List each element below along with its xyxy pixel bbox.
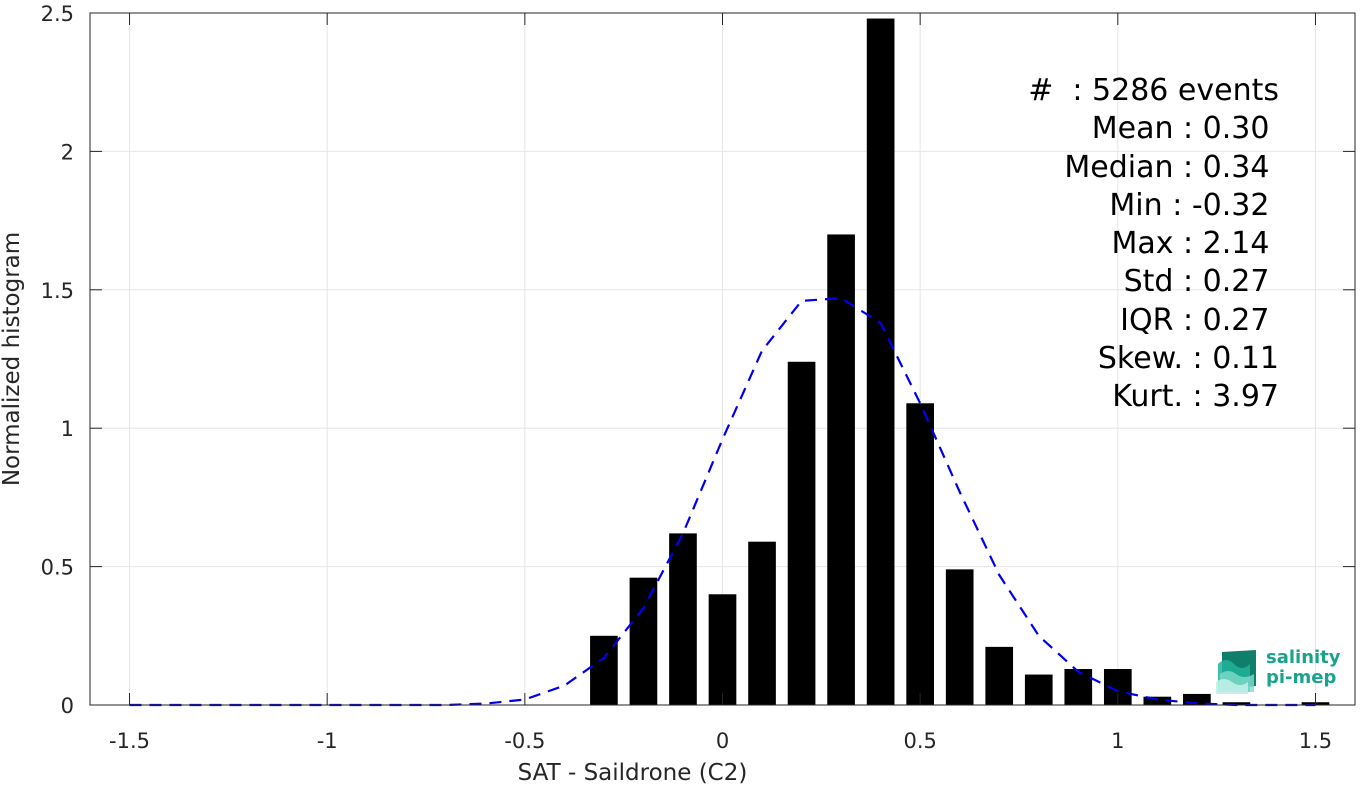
- x-tick-label: -1: [317, 729, 338, 753]
- x-tick-label: 1.5: [1299, 729, 1332, 753]
- histogram-bar: [590, 635, 618, 705]
- wave-logo-icon: [1216, 650, 1256, 694]
- histogram-bar: [1183, 693, 1211, 705]
- stat-kurt: Kurt. : 3.97: [1112, 379, 1279, 415]
- y-tick-label: 1: [61, 417, 74, 441]
- histogram-bar: [906, 403, 934, 705]
- histogram-bar: [985, 646, 1014, 705]
- normal-fit-curve: [129, 296, 1316, 707]
- stat-min: Min : -0.32: [1109, 187, 1279, 223]
- statistics-panel: # : 5286 events Mean : 0.30 Median : 0.3…: [1028, 72, 1279, 417]
- stat-mean: Mean : 0.30: [1091, 111, 1279, 147]
- y-tick-label: 1.5: [41, 279, 74, 303]
- histogram-bar: [827, 234, 855, 705]
- y-tick-labels: 0 0.5 1 1.5 2 2.5: [41, 2, 74, 718]
- x-tick-label: 1: [1111, 729, 1124, 753]
- x-tick-label: 0: [716, 729, 729, 753]
- stat-skew: Skew. : 0.11: [1097, 341, 1279, 377]
- stat-count: # : 5286 events: [1028, 73, 1279, 108]
- histogram-bar: [866, 18, 895, 705]
- stat-median: Median : 0.34: [1064, 149, 1279, 185]
- histogram-bar: [1024, 674, 1053, 705]
- histogram-bar: [1143, 696, 1172, 705]
- stat-max: Max : 2.14: [1111, 226, 1279, 262]
- histogram-bar: [1222, 702, 1251, 705]
- axis-ticks: [90, 12, 1355, 706]
- histogram-bar: [629, 577, 658, 705]
- stat-std: Std : 0.27: [1123, 264, 1279, 300]
- x-tick-label: -1.5: [109, 729, 150, 753]
- y-tick-label: 0: [61, 694, 74, 718]
- y-axis-label: Normalized histogram: [0, 232, 25, 486]
- histogram-bar: [787, 361, 816, 705]
- histogram-bars: [590, 18, 1330, 705]
- x-axis-label: SAT - Saildrone (C2): [518, 760, 748, 785]
- histogram-bar: [1064, 669, 1093, 705]
- histogram-bar: [945, 569, 974, 705]
- salinity-pi-mep-logo: salinity pi-mep: [1216, 646, 1346, 694]
- logo-line-2: pi-mep: [1266, 667, 1337, 688]
- x-tick-labels: -1.5 -1 -0.5 0 0.5 1 1.5: [109, 729, 1332, 753]
- y-tick-label: 2: [61, 140, 74, 164]
- x-tick-label: -0.5: [504, 729, 545, 753]
- histogram-bar: [748, 541, 776, 705]
- stat-iqr: IQR : 0.27: [1120, 302, 1279, 338]
- logo-line-1: salinity: [1266, 647, 1341, 668]
- histogram-bar: [669, 533, 697, 705]
- y-tick-label: 2.5: [41, 2, 74, 26]
- x-tick-label: 0.5: [903, 729, 936, 753]
- histogram-bar: [708, 594, 737, 705]
- y-tick-label: 0.5: [41, 556, 74, 580]
